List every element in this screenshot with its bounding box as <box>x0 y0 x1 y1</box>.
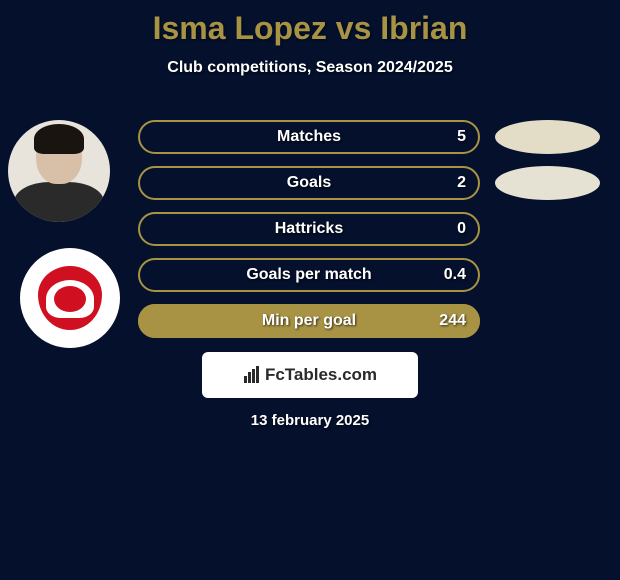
stat-row-gpm: Goals per match 0.4 <box>138 258 480 292</box>
bar-chart-icon <box>243 366 261 384</box>
stat-value: 0.4 <box>444 258 466 292</box>
player-avatar <box>8 120 110 222</box>
site-logo-text: FcTables.com <box>265 365 377 385</box>
club-logo <box>20 248 120 348</box>
blob-2 <box>495 166 600 200</box>
blob-1 <box>495 120 600 154</box>
stat-row-hattricks: Hattricks 0 <box>138 212 480 246</box>
stat-value: 2 <box>457 166 466 200</box>
stat-value: 5 <box>457 120 466 154</box>
stat-label: Goals per match <box>138 258 480 292</box>
page-title: Isma Lopez vs Ibrian <box>0 0 620 47</box>
stat-row-matches: Matches 5 <box>138 120 480 154</box>
stat-label: Hattricks <box>138 212 480 246</box>
left-avatars <box>8 120 118 348</box>
stats-area: Matches 5 Goals 2 Hattricks 0 Goals per … <box>138 120 480 350</box>
site-logo-card[interactable]: FcTables.com <box>202 352 418 398</box>
stat-row-mpg: Min per goal 244 <box>138 304 480 338</box>
stat-label: Matches <box>138 120 480 154</box>
stat-row-goals: Goals 2 <box>138 166 480 200</box>
stat-label: Goals <box>138 166 480 200</box>
subtitle: Club competitions, Season 2024/2025 <box>0 59 620 77</box>
right-blobs <box>495 120 600 212</box>
stat-value: 244 <box>439 304 466 338</box>
footer-date: 13 february 2025 <box>0 412 620 429</box>
stat-label: Min per goal <box>138 304 480 338</box>
stat-value: 0 <box>457 212 466 246</box>
